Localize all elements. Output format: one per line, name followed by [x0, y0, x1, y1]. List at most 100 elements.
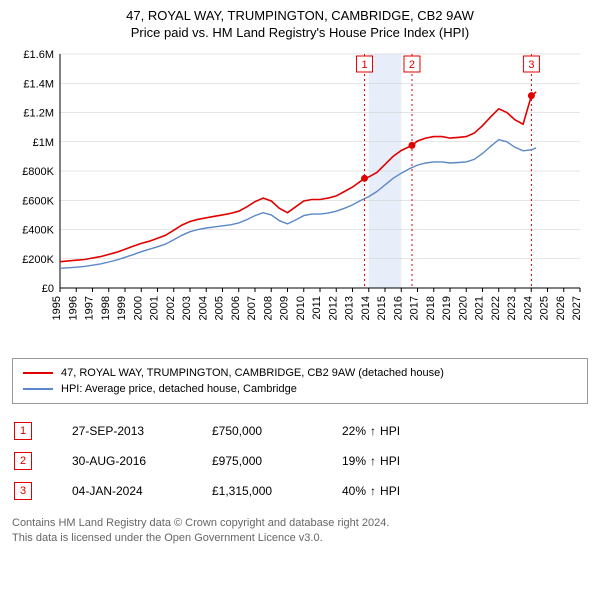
series-hpi: [60, 140, 536, 269]
series-property: [60, 92, 536, 262]
y-tick-label: £1.4M: [23, 78, 54, 90]
chart-title: 47, ROYAL WAY, TRUMPINGTON, CAMBRIDGE, C…: [12, 8, 588, 23]
x-tick-label-group: 2002: [165, 296, 177, 320]
x-tick-label-group: 2001: [149, 296, 161, 320]
x-tick-label-group: 1996: [67, 296, 79, 320]
x-tick-label: 2027: [571, 296, 583, 320]
x-tick-label: 2010: [295, 296, 307, 320]
transaction-suffix: HPI: [380, 454, 400, 468]
transaction-row: 230-AUG-2016£975,00019%↑HPI: [12, 446, 588, 476]
x-tick-label: 1999: [116, 296, 128, 320]
x-tick-label: 1996: [67, 296, 79, 320]
transaction-price: £750,000: [212, 424, 302, 438]
x-tick-label: 2005: [214, 296, 226, 320]
transaction-date: 30-AUG-2016: [72, 454, 172, 468]
legend: 47, ROYAL WAY, TRUMPINGTON, CAMBRIDGE, C…: [12, 358, 588, 404]
x-tick-label-group: 2021: [474, 296, 486, 320]
x-tick-label: 2019: [441, 296, 453, 320]
x-tick-label-group: 2017: [409, 296, 421, 320]
x-tick-label-group: 2026: [555, 296, 567, 320]
y-tick-label: £800K: [22, 166, 54, 178]
x-tick-label: 2021: [474, 296, 486, 320]
x-tick-label-group: 2020: [457, 296, 469, 320]
transaction-pct-value: 40%: [342, 484, 366, 498]
x-tick-label: 2002: [165, 296, 177, 320]
transaction-pct: 22% ↑ HPI: [342, 424, 400, 438]
marker-badge-label: 2: [409, 59, 415, 71]
legend-item: HPI: Average price, detached house, Camb…: [23, 381, 577, 397]
arrow-up-icon: ↑: [370, 484, 376, 498]
transaction-row: 127-SEP-2013£750,00022%↑HPI: [12, 416, 588, 446]
arrow-up-icon: ↑: [370, 454, 376, 468]
x-tick-label: 2011: [311, 296, 323, 320]
x-tick-label: 2016: [392, 296, 404, 320]
transaction-badge: 2: [14, 452, 32, 470]
x-tick-label-group: 1997: [84, 296, 96, 320]
legend-label: HPI: Average price, detached house, Camb…: [61, 383, 297, 395]
transaction-suffix: HPI: [380, 484, 400, 498]
x-tick-label-group: 2023: [506, 296, 518, 320]
legend-label: 47, ROYAL WAY, TRUMPINGTON, CAMBRIDGE, C…: [61, 367, 444, 379]
x-tick-label-group: 2016: [392, 296, 404, 320]
transaction-row: 304-JAN-2024£1,315,00040%↑HPI: [12, 476, 588, 506]
arrow-up-icon: ↑: [370, 424, 376, 438]
marker-dot: [528, 92, 535, 99]
x-tick-label-group: 2024: [522, 296, 534, 320]
transaction-pct: 19%↑HPI: [342, 454, 400, 468]
x-tick-label: 2023: [506, 296, 518, 320]
x-tick-label: 1997: [84, 296, 96, 320]
x-tick-label-group: 2019: [441, 296, 453, 320]
x-tick-label: 2003: [181, 296, 193, 320]
x-tick-label: 2004: [197, 296, 209, 320]
x-tick-label-group: 2025: [539, 296, 551, 320]
footer-line-2: This data is licensed under the Open Gov…: [12, 531, 588, 546]
footer-line-1: Contains HM Land Registry data © Crown c…: [12, 516, 588, 531]
y-tick-label: £400K: [22, 225, 54, 237]
x-tick-label-group: 2015: [376, 296, 388, 320]
x-tick-label: 2014: [360, 296, 372, 320]
chart-container: { "title": "47, ROYAL WAY, TRUMPINGTON, …: [0, 0, 600, 559]
chart-svg: £0£200K£400K£600K£800K£1M£1.2M£1.4M£1.6M…: [12, 48, 588, 348]
marker-dot: [361, 175, 368, 182]
marker-badge-label: 1: [361, 59, 367, 71]
x-tick-label: 2022: [490, 296, 502, 320]
x-tick-label-group: 2008: [262, 296, 274, 320]
x-tick-label-group: 2018: [425, 296, 437, 320]
transaction-suffix: HPI: [380, 424, 400, 438]
marker-dot: [408, 142, 415, 149]
x-tick-label: 2026: [555, 296, 567, 320]
x-tick-label: 2006: [230, 296, 242, 320]
transaction-pct: 40% ↑ HPI: [342, 484, 400, 498]
footer-attribution: Contains HM Land Registry data © Crown c…: [12, 516, 588, 547]
transaction-pct-value: 22%: [342, 424, 366, 438]
x-tick-label-group: 2011: [311, 296, 323, 320]
x-tick-label: 2020: [457, 296, 469, 320]
x-tick-label-group: 2003: [181, 296, 193, 320]
x-tick-label: 2008: [262, 296, 274, 320]
y-tick-label: £200K: [22, 254, 54, 266]
x-tick-label: 1998: [100, 296, 112, 320]
transactions-table: 127-SEP-2013£750,00022%↑HPI230-AUG-2016£…: [12, 416, 588, 506]
x-tick-label-group: 2022: [490, 296, 502, 320]
x-tick-label-group: 2009: [279, 296, 291, 320]
transaction-date: 04-JAN-2024: [72, 484, 172, 498]
x-tick-label: 2012: [327, 296, 339, 320]
x-tick-label: 2009: [279, 296, 291, 320]
x-tick-label-group: 2005: [214, 296, 226, 320]
x-tick-label: 2017: [409, 296, 421, 320]
chart-subtitle: Price paid vs. HM Land Registry's House …: [12, 25, 588, 40]
x-tick-label-group: 1998: [100, 296, 112, 320]
transaction-badge: 3: [14, 482, 32, 500]
x-tick-label: 2007: [246, 296, 258, 320]
x-tick-label-group: 2014: [360, 296, 372, 320]
legend-swatch: [23, 372, 53, 374]
y-tick-label: £1.6M: [23, 49, 54, 61]
transaction-badge: 1: [14, 422, 32, 440]
x-tick-label: 2024: [522, 296, 534, 320]
y-tick-label: £1M: [33, 137, 54, 149]
chart-plot: £0£200K£400K£600K£800K£1M£1.2M£1.4M£1.6M…: [12, 48, 588, 348]
legend-swatch: [23, 388, 53, 390]
x-tick-label: 2000: [132, 296, 144, 320]
y-tick-label: £0: [42, 283, 54, 295]
x-tick-label: 2001: [149, 296, 161, 320]
